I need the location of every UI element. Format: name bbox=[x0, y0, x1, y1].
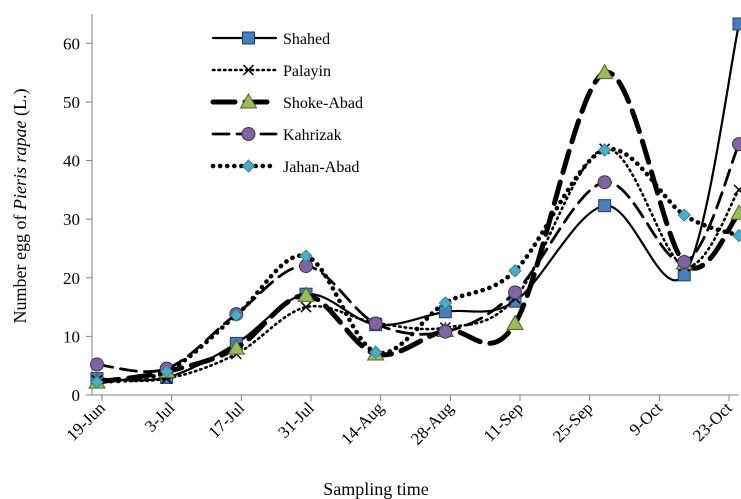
x-tick-label: 25-Sep bbox=[549, 398, 596, 445]
x-tick-label: 31-Jul bbox=[274, 398, 318, 442]
y-tick-label: 10 bbox=[63, 327, 80, 346]
data-point bbox=[677, 254, 692, 269]
y-tick-label: 20 bbox=[63, 269, 80, 288]
legend-item: Shoke-Abad bbox=[210, 92, 363, 112]
legend: Shahed Palayin Shoke-Abad Kahrizak Jahan-Aba… bbox=[210, 31, 363, 176]
x-tick-label: 28-Aug bbox=[407, 398, 458, 449]
x-axis-title: Sampling time bbox=[323, 479, 429, 499]
data-point bbox=[159, 364, 174, 379]
x-tick-label: 3-Jul bbox=[141, 398, 179, 436]
legend-swatch-marker bbox=[241, 159, 256, 173]
ticks: 0 10 20 30 40 50 60 19-Jun 3-Jul 17-Jul 31-Jul 14-A… bbox=[63, 34, 736, 448]
series-line bbox=[94, 146, 741, 385]
x-tick-label: 19-Jun bbox=[63, 398, 110, 445]
data-point bbox=[595, 63, 614, 80]
series-shoke-abad bbox=[88, 63, 741, 389]
data-point bbox=[89, 357, 104, 372]
data-point bbox=[732, 137, 741, 152]
x-tick-label: 17-Jul bbox=[205, 398, 249, 442]
series-line bbox=[95, 147, 741, 383]
axes bbox=[91, 14, 739, 396]
y-axis-title-suffix: (L.) bbox=[10, 89, 31, 121]
legend-item: Palayin bbox=[211, 63, 331, 80]
legend-item: Jahan-Abad bbox=[210, 159, 359, 176]
data-point bbox=[438, 296, 453, 310]
data-point bbox=[732, 17, 741, 31]
series-line bbox=[94, 70, 741, 385]
data-point bbox=[732, 228, 741, 243]
y-tick-label: 0 bbox=[72, 386, 81, 405]
legend-item: Shahed bbox=[211, 31, 330, 48]
x-tick-label: 23-Oct bbox=[689, 398, 736, 445]
legend-swatch-marker bbox=[241, 127, 256, 141]
y-tick-label: 60 bbox=[63, 34, 80, 53]
data-point bbox=[508, 285, 523, 300]
data-point bbox=[598, 199, 612, 213]
legend-label: Shahed bbox=[283, 31, 330, 48]
y-axis-title-prefix: Number egg of bbox=[10, 210, 30, 323]
y-tick-label: 30 bbox=[63, 210, 80, 229]
legend-label: Shoke-Abad bbox=[283, 95, 363, 112]
series-layer bbox=[88, 17, 741, 389]
legend-swatch-marker bbox=[242, 31, 255, 45]
data-point bbox=[368, 316, 383, 331]
data-point bbox=[368, 345, 383, 359]
data-point bbox=[677, 208, 691, 222]
data-point bbox=[297, 286, 315, 302]
legend-item: Kahrizak bbox=[211, 127, 342, 144]
y-axis-title-italic: Pieris rapae bbox=[10, 121, 30, 212]
legend-label: Kahrizak bbox=[283, 127, 342, 144]
x-tick-label: 14-Aug bbox=[337, 398, 388, 449]
data-point bbox=[229, 308, 244, 322]
legend-swatch-marker bbox=[242, 64, 255, 76]
data-point bbox=[733, 184, 741, 196]
data-point bbox=[508, 264, 522, 278]
data-point bbox=[597, 143, 612, 157]
series-line bbox=[95, 142, 741, 373]
data-point bbox=[90, 375, 104, 389]
data-point bbox=[730, 204, 741, 220]
data-point bbox=[597, 175, 612, 190]
data-point bbox=[300, 301, 312, 313]
data-point bbox=[299, 249, 313, 263]
series-palayin bbox=[91, 143, 741, 386]
y-axis-title: Number egg of Pieris rapae (L.) bbox=[10, 89, 31, 324]
data-point bbox=[438, 324, 453, 339]
series-jahan-abad bbox=[90, 143, 741, 389]
data-point bbox=[227, 339, 246, 355]
legend-swatch-marker bbox=[239, 92, 258, 109]
legend-label: Jahan-Abad bbox=[283, 159, 359, 176]
y-tick-label: 40 bbox=[63, 152, 80, 171]
data-point bbox=[506, 314, 524, 330]
x-tick-label: 9-Oct bbox=[625, 398, 666, 439]
x-tick-label: 11-Sep bbox=[480, 398, 527, 445]
y-tick-label: 50 bbox=[63, 93, 80, 112]
legend-label: Palayin bbox=[283, 63, 331, 80]
series-kahrizak bbox=[89, 137, 741, 376]
